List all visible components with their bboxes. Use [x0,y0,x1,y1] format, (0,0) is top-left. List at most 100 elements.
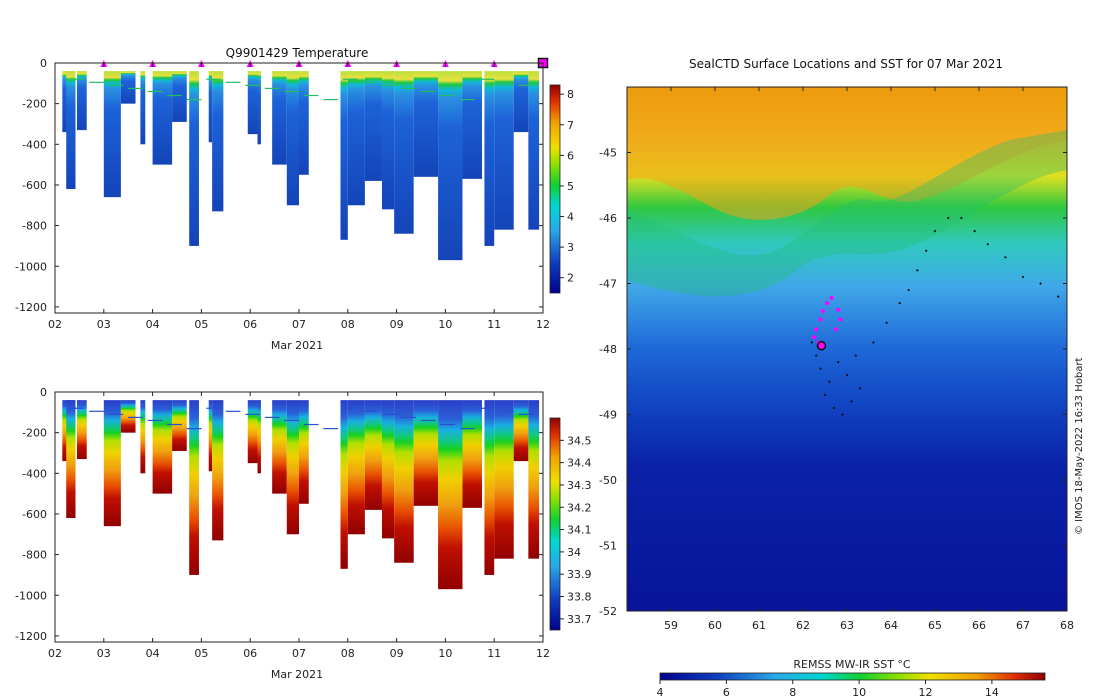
y-tick-label: 0 [40,57,47,70]
temperature-title: Q9901429 Temperature [226,46,369,60]
profile-bar [120,400,136,433]
x-tick-label: 04 [146,318,160,331]
map-x-tick-label: 64 [884,619,898,632]
x-tick-label: 11 [487,318,501,331]
profile-bar [66,400,76,519]
profile-bar [299,71,309,175]
x-tick-label: 04 [146,647,160,660]
y-tick-label: -400 [22,467,47,480]
x-tick-label: 12 [536,318,550,331]
colorbar-tick-label: 34.5 [567,434,592,447]
recent-position-point [836,307,841,312]
recent-position-point [829,295,834,300]
track-point [973,230,976,233]
track-point [850,400,853,403]
profile-bar [413,400,439,506]
profile-bar [347,71,365,206]
profile-bar [272,400,287,494]
track-point [1021,275,1025,279]
track-point [898,302,901,305]
profile-bar [257,400,261,474]
track-point [823,393,827,396]
profile-bar [66,71,76,190]
profile-bar [140,400,146,474]
salinity-colorbar [549,417,561,631]
x-tick-label: 08 [341,318,355,331]
track-point [854,354,857,357]
track-point [859,387,862,390]
profile-bar [413,71,439,177]
profile-bar [172,400,187,451]
profile-bar [212,400,224,541]
track-point [916,269,919,272]
x-tick-label: 05 [194,318,208,331]
sst-colorbar-tick-label: 4 [657,686,664,699]
temperature-xlabel: Mar 2021 [271,339,323,352]
track-point [947,216,950,220]
track-point [837,361,840,364]
profile-bar [494,71,514,230]
temperature-colorbar-ticks: 2 3 4 5 6 7 8 [560,88,574,285]
track-point [933,230,937,233]
profile-bar [286,71,299,206]
current-position-marker [816,340,827,351]
profile-bar [438,71,463,261]
colorbar-tick-label: 7 [567,119,574,132]
profile-bar [513,400,529,462]
map-y-tick-label: -49 [599,409,617,422]
temperature-colorbar [549,84,561,294]
profile-bar [103,71,121,198]
x-tick-label: 11 [487,647,501,660]
y-tick-label: -400 [22,138,47,151]
recent-position-point [818,317,823,322]
x-tick-label: 10 [438,318,452,331]
recent-position-point [825,301,830,306]
profile-bar [120,71,136,104]
colorbar-tick-label: 4 [567,211,574,224]
profile-bar [513,71,529,133]
sst-colorbar-tick-label: 14 [985,686,999,699]
profile-bar [381,400,395,539]
salinity-y-axis: 0 -200 -400 -600 -800 -1000 -1200 [15,386,543,643]
credit-text: © IMOS 18-May-2022 16:33 Hobart [1074,358,1085,535]
profile-bar [152,71,173,165]
seal-track [810,216,1060,416]
salinity-colorbar-ticks: 33.7 33.8 33.9 34 34.1 34.2 34.3 34.4 34.5 [560,434,592,626]
map-x-tick-label: 61 [752,619,766,632]
recent-position-point [812,335,816,340]
track-point [832,406,835,410]
track-point [1004,256,1007,259]
map-x-tick-label: 68 [1060,619,1074,632]
y-tick-label: -1000 [15,589,47,602]
salinity-xlabel: Mar 2021 [271,668,323,681]
y-tick-label: -1200 [15,301,47,314]
salinity-panel: 02 03 04 05 06 07 08 09 10 11 12 0 -200 -400 -600 -800… [15,386,591,681]
colorbar-tick-label: 34.4 [567,457,592,470]
x-tick-label: 07 [292,647,306,660]
profile-bar [299,400,309,504]
profile-bar [484,400,495,575]
colorbar-tick-label: 6 [567,149,574,162]
map-x-tick-label: 66 [972,619,986,632]
current-position-point [816,340,827,351]
sst-map-title: SealCTD Surface Locations and SST for 07… [689,57,1003,71]
track-point [925,249,928,252]
y-tick-label: -200 [22,98,47,111]
profile-bar [528,400,540,559]
map-y-tick-label: -51 [599,540,617,553]
x-tick-label: 06 [243,318,257,331]
x-tick-label: 09 [390,318,404,331]
x-tick-label: 08 [341,647,355,660]
y-tick-label: -600 [22,508,47,521]
recent-position-point [834,327,838,332]
profile-bar [189,71,199,246]
profile-bar [76,400,87,460]
profile-bar [394,71,414,234]
track-point [815,354,818,357]
x-tick-label: 02 [48,318,62,331]
x-tick-label: 10 [438,647,452,660]
profile-bar [462,71,482,179]
profile-bar [272,71,287,165]
salinity-profiles [62,400,540,590]
profile-bar [152,400,173,494]
